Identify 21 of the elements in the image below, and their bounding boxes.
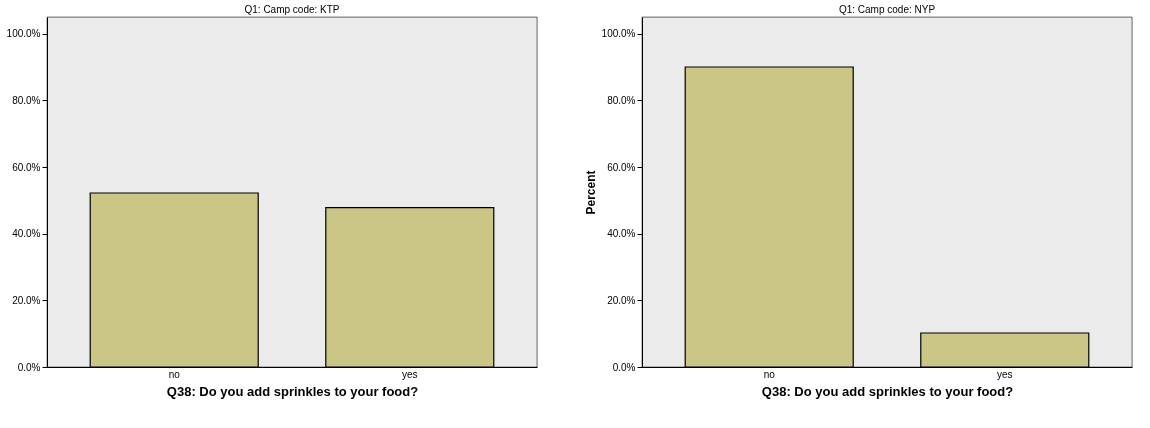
chart-title: Q1: Camp code: KTP <box>244 4 340 15</box>
y-tick-label: 0.0% <box>17 361 41 373</box>
y-tick-label: 40.0% <box>12 228 41 240</box>
y-tick-label: 20.0% <box>12 294 41 306</box>
y-tick-label: 60.0% <box>607 161 636 173</box>
y-tick-label: 20.0% <box>607 294 636 306</box>
x-tick-label: yes <box>997 368 1013 380</box>
y-tick-label: 100.0% <box>601 28 636 40</box>
y-tick-label: 80.0% <box>12 94 41 106</box>
y-tick-label: 0.0% <box>612 361 636 373</box>
x-tick-label: no <box>168 368 181 380</box>
x-axis-title: Q38: Do you add sprinkles to your food? <box>761 383 1014 399</box>
x-axis-title: Q38: Do you add sprinkles to your food? <box>166 383 419 399</box>
y-tick-label: 60.0% <box>12 161 41 173</box>
y-axis-title: Percent <box>583 170 598 215</box>
y-tick-label: 40.0% <box>607 228 636 240</box>
y-tick-label: 80.0% <box>607 94 636 106</box>
chart-title: Q1: Camp code: NYP <box>838 4 936 15</box>
y-tick-label: 100.0% <box>6 28 41 40</box>
x-tick-label: yes <box>402 368 418 380</box>
x-tick-label: no <box>763 368 776 380</box>
